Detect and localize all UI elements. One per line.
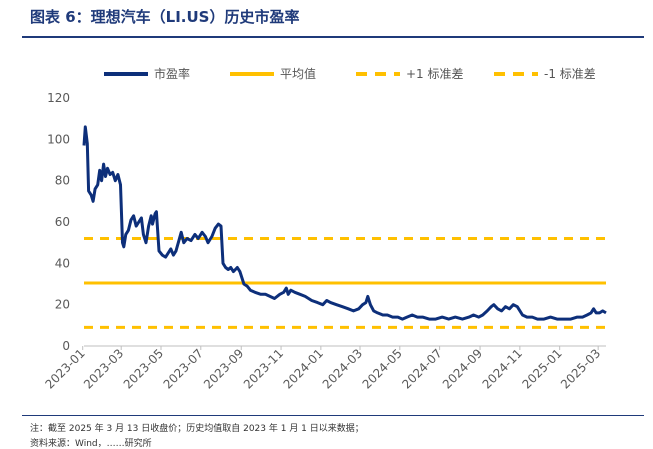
x-tick-label: 2024-11 bbox=[480, 346, 525, 391]
y-tick-label: 20 bbox=[55, 298, 70, 312]
pe-series-line bbox=[82, 125, 607, 321]
x-tick-label: 2024-01 bbox=[281, 346, 326, 391]
footnote: 注：截至 2025 年 3 月 13 日收盘价；历史均值取自 2023 年 1 … bbox=[30, 424, 364, 434]
footnote-divider bbox=[22, 415, 644, 416]
y-tick-label: 60 bbox=[55, 215, 70, 229]
x-tick-label: 2024-09 bbox=[440, 346, 485, 391]
x-tick-label: 2025-01 bbox=[519, 346, 564, 391]
x-tick-label: 2024-07 bbox=[399, 346, 444, 391]
x-tick-label: 2023-07 bbox=[161, 346, 206, 391]
y-tick-label: 0 bbox=[62, 339, 70, 353]
reference-lines bbox=[84, 237, 606, 329]
legend-label-pe: 市盈率 bbox=[154, 66, 190, 81]
legend-label-plus1: +1 标准差 bbox=[406, 67, 464, 81]
series-group bbox=[82, 125, 607, 321]
x-tick-label: 2024-05 bbox=[360, 346, 405, 391]
x-tick-label: 2023-05 bbox=[121, 346, 166, 391]
y-tick-label: 100 bbox=[47, 132, 70, 146]
x-tick-label: 2023-09 bbox=[201, 346, 246, 391]
page-title: 图表 6：理想汽车（LI.US）历史市盈率 bbox=[30, 8, 300, 26]
x-tick-label: 2024-03 bbox=[320, 346, 365, 391]
x-tick-label: 2025-03 bbox=[558, 346, 603, 391]
x-tick-label: 2023-01 bbox=[42, 346, 87, 391]
title-divider bbox=[22, 36, 644, 38]
legend-label-minus1: -1 标准差 bbox=[544, 67, 596, 81]
x-tick-label: 2023-11 bbox=[241, 346, 286, 391]
x-tick-label: 2023-03 bbox=[81, 346, 126, 391]
legend-label-mean: 平均值 bbox=[280, 66, 316, 81]
pe-chart: 市盈率 平均值 +1 标准差 -1 标准差 0 20 40 60 80 100 120 2023-… bbox=[42, 66, 607, 392]
y-axis: 0 20 40 60 80 100 120 bbox=[47, 91, 70, 353]
x-axis: 2023-012023-032023-052023-072023-092023-… bbox=[42, 345, 606, 392]
y-tick-label: 80 bbox=[55, 174, 70, 188]
y-tick-label: 120 bbox=[47, 91, 70, 105]
y-tick-label: 40 bbox=[55, 256, 70, 270]
legend: 市盈率 平均值 +1 标准差 -1 标准差 bbox=[104, 66, 596, 81]
